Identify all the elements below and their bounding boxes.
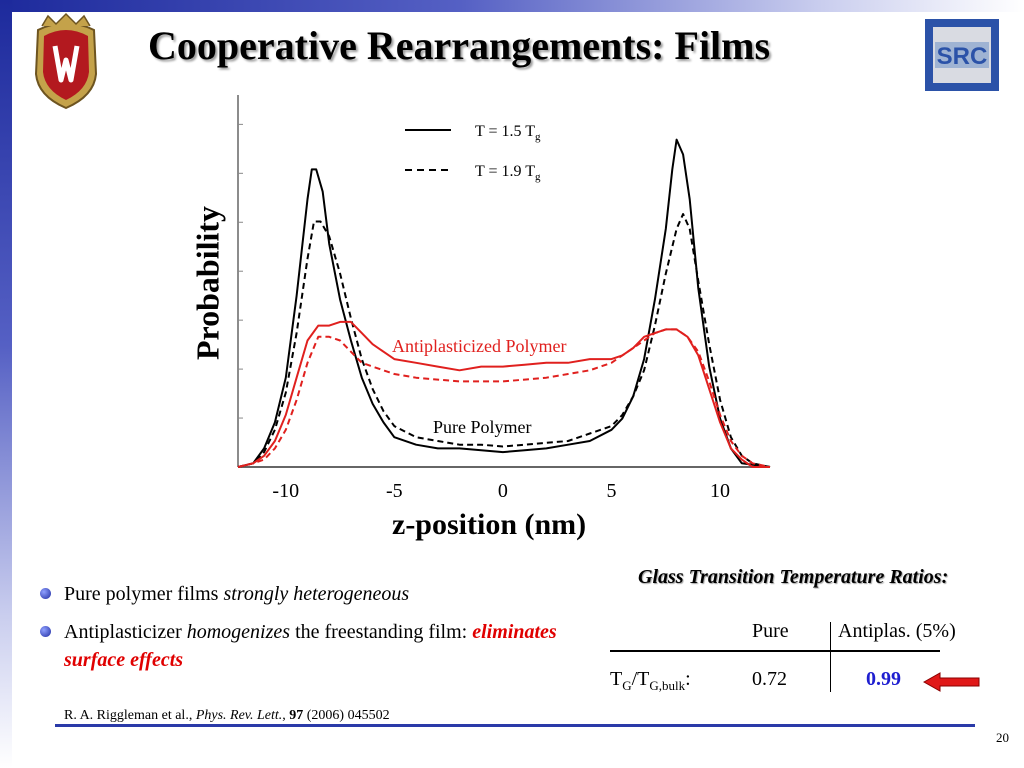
ratio-table-title: Glass Transition Temperature Ratios: <box>638 566 949 588</box>
bullet-dot-icon <box>40 588 51 599</box>
chart-legend: T = 1.5 Tg T = 1.9 Tg <box>405 123 541 183</box>
series-line-2 <box>237 320 770 468</box>
footer-rule <box>55 724 975 727</box>
page-number: 20 <box>996 730 1009 745</box>
bullet-item: Antiplasticizer homogenizes the freestan… <box>40 618 560 674</box>
series-line-3 <box>237 328 771 468</box>
legend-dashed-label: T = 1.9 Tg <box>475 163 541 183</box>
wisconsin-crest-icon <box>34 12 98 110</box>
reference-separator: , <box>282 708 290 723</box>
col-header-pure: Pure <box>752 620 789 642</box>
series-line-0 <box>237 138 771 468</box>
red-arrow-icon <box>922 672 980 692</box>
reference-volume: 97 <box>289 708 304 723</box>
legend-solid-label: T = 1.5 Tg <box>475 123 541 143</box>
x-tick-label: -10 <box>272 480 299 502</box>
bullet-item: Pure polymer films strongly heterogeneou… <box>40 580 560 608</box>
src-logo-icon: SRC <box>925 19 999 91</box>
chart-series <box>237 138 771 468</box>
x-tick-label: -5 <box>386 480 403 502</box>
x-tick-label: 10 <box>710 480 730 502</box>
x-axis-label: z-position (nm) <box>392 508 587 541</box>
bullet-list: Pure polymer films strongly heterogeneou… <box>40 580 560 684</box>
left-gradient-bar <box>0 0 12 768</box>
reference-authors: R. A. Riggleman et al., <box>64 708 196 723</box>
chart-tick-labels: -10 -5 0 5 10 <box>272 480 730 502</box>
y-axis-label: Probability <box>189 205 226 361</box>
bullet-red-emphasis: eliminates surface effects <box>64 621 557 671</box>
chart-axes <box>237 95 770 468</box>
bullet-dot-icon <box>40 626 51 637</box>
row-label-tg-ratio: TG/TG,bulk: <box>610 668 691 693</box>
x-tick-label: 5 <box>606 480 616 502</box>
table-horizontal-rule <box>610 650 940 652</box>
pure-ratio-value: 0.72 <box>752 668 787 690</box>
table-vertical-rule <box>830 622 831 692</box>
col-header-antiplas: Antiplas. (5%) <box>838 620 956 642</box>
pure-annotation: Pure Polymer <box>433 417 532 437</box>
bullet-text: Pure polymer films <box>64 583 224 605</box>
slide-title: Cooperative Rearrangements: Films <box>148 23 771 68</box>
svg-text:SRC: SRC <box>937 43 988 70</box>
antiplasticized-annotation: Antiplasticized Polymer <box>392 336 566 356</box>
series-line-1 <box>237 213 771 468</box>
x-tick-label: 0 <box>498 480 508 502</box>
reference-journal: Phys. Rev. Lett. <box>195 708 283 723</box>
antiplas-ratio-value: 0.99 <box>866 668 901 690</box>
bullet-text: the freestanding film: <box>290 621 473 643</box>
reference-rest: (2006) 045502 <box>303 708 390 723</box>
reference-citation: R. A. Riggleman et al., Phys. Rev. Lett.… <box>64 708 390 724</box>
bullet-emphasis: homogenizes <box>186 621 291 643</box>
bullet-text: Antiplasticizer <box>64 621 187 643</box>
top-gradient-bar <box>0 0 1024 12</box>
bullet-emphasis: strongly heterogeneous <box>223 583 410 605</box>
